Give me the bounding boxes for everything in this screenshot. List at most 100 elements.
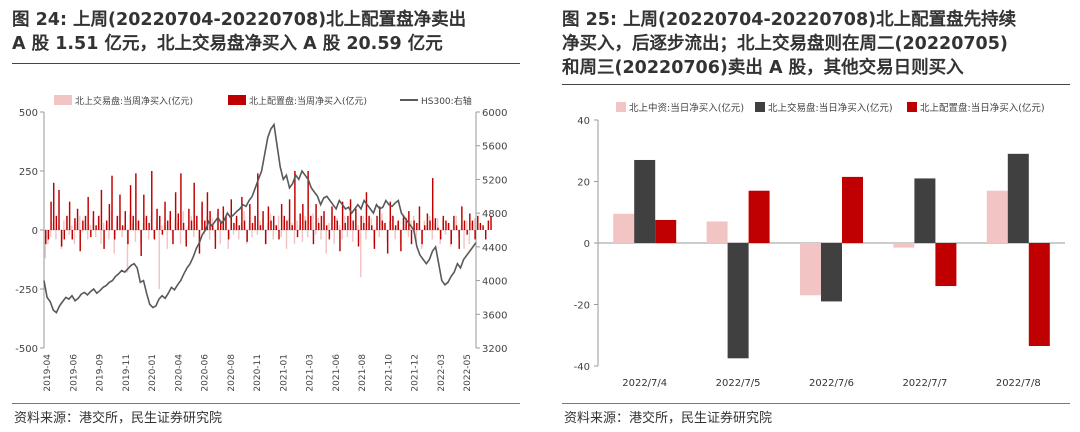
allocation-bar: [219, 220, 222, 230]
x-tick-label-4: 2020-01: [148, 354, 158, 392]
legend-label-0: 北上交易盘:当周净买入(亿元): [75, 95, 193, 107]
legend-label-2: HS300:右轴: [421, 95, 472, 107]
allocation-bar: [397, 220, 399, 230]
trading-bar: [333, 230, 335, 245]
allocation-bar: [331, 206, 333, 230]
trading-bar: [407, 230, 410, 238]
left-y-tick-label-0: 500: [19, 108, 38, 119]
x-tick-label-2: 2019-09: [96, 354, 106, 392]
y-tick-label-3: -20: [574, 301, 590, 312]
allocation-bar: [378, 206, 381, 230]
allocation-bar: [363, 222, 365, 230]
right-y-tick-label-1: 5600: [482, 142, 507, 153]
allocation-bar: [325, 225, 328, 230]
allocation-bar: [108, 204, 111, 230]
allocation-bar: [355, 208, 357, 230]
trading-bar: [232, 230, 235, 235]
allocation-bar: [352, 220, 354, 230]
allocation-bar: [84, 215, 87, 230]
x-tick-label-0: 2022/7/4: [622, 378, 667, 389]
allocation-bar: [209, 211, 211, 230]
x-tick-label-3: 2022/7/7: [902, 378, 947, 389]
allocation-bar: [272, 215, 275, 230]
right-y-tick-label-2: 5200: [482, 175, 507, 186]
legend-swatch-1: [228, 95, 246, 105]
right-y-tick-label-3: 4800: [482, 209, 507, 220]
trading-bar: [296, 220, 298, 230]
allocation-bar: [288, 199, 291, 230]
allocation-bar: [111, 175, 113, 230]
trading-bar: [238, 230, 240, 240]
allocation-bar: [145, 215, 148, 230]
trading-bar: [79, 215, 81, 230]
legend-swatch-0: [54, 95, 72, 105]
right-title-line-1: 图 25: 上周(20220704-20220708)北上配置盘先持续: [562, 10, 1017, 30]
trading-bar: [394, 230, 396, 240]
left-y-tick-label-4: -500: [15, 344, 38, 355]
allocation-bar: [479, 222, 482, 230]
trading-bar: [219, 230, 221, 245]
bar-0-0: [613, 213, 635, 243]
allocation-bar: [92, 211, 95, 230]
allocation-bar: [453, 215, 455, 230]
allocation-bar: [243, 220, 246, 230]
allocation-bar: [246, 230, 248, 242]
allocation-bar: [82, 220, 84, 230]
allocation-bar: [323, 211, 325, 230]
trading-bar: [301, 230, 304, 242]
right-y-tick-label-6: 3600: [482, 310, 507, 321]
trading-bar: [285, 230, 288, 249]
trading-bar: [352, 230, 354, 242]
allocation-bar: [304, 220, 307, 230]
allocation-bar: [384, 222, 386, 230]
allocation-bar: [47, 230, 50, 240]
trading-bar: [293, 230, 296, 245]
allocation-bar: [172, 230, 174, 245]
bar-0-2: [800, 243, 821, 296]
allocation-bar: [299, 213, 301, 230]
allocation-bar: [105, 220, 108, 230]
x-tick-label-13: 2021-10: [384, 354, 394, 392]
allocation-bar: [148, 222, 150, 230]
trading-bar: [280, 230, 282, 238]
x-tick-label-0: 2019-04: [43, 354, 53, 392]
trading-bar: [113, 230, 115, 254]
left-y-tick-label-3: -250: [15, 285, 38, 296]
allocation-bar: [174, 192, 177, 230]
trading-bar: [415, 230, 418, 242]
allocation-bar: [212, 225, 214, 230]
trading-bar: [306, 230, 309, 238]
allocation-bar: [405, 218, 407, 230]
right-y-tick-label-7: 3200: [482, 344, 507, 355]
allocation-bar: [63, 230, 66, 240]
allocation-bar: [45, 230, 47, 245]
allocation-bar: [307, 171, 309, 230]
x-tick-label-16: 2022-05: [463, 354, 473, 392]
x-tick-label-1: 2022/7/5: [716, 378, 761, 389]
allocation-bar: [294, 171, 296, 230]
trading-bar: [108, 230, 110, 240]
allocation-bar: [188, 208, 190, 230]
trading-bar: [338, 225, 341, 230]
allocation-bar: [267, 206, 270, 230]
legend-label-1: 北上配置盘:当周净买入(亿元): [249, 95, 367, 107]
allocation-bar: [121, 225, 124, 230]
allocation-bar: [227, 230, 230, 240]
allocation-bar: [74, 218, 76, 230]
trading-bar: [121, 230, 123, 238]
trading-bar: [251, 230, 253, 238]
allocation-bar: [315, 204, 317, 230]
allocation-bar: [251, 222, 254, 230]
allocation-bar: [341, 201, 344, 230]
allocation-bar: [458, 230, 460, 249]
allocation-bar: [143, 194, 145, 230]
allocation-bar: [100, 189, 103, 230]
allocation-bar: [68, 201, 71, 230]
legend-swatch-0: [616, 102, 626, 112]
allocation-bar: [254, 215, 256, 230]
trading-bar: [359, 230, 362, 278]
allocation-bar: [161, 230, 164, 235]
allocation-bar: [429, 220, 431, 230]
trading-bar: [68, 230, 70, 235]
trading-bar: [277, 215, 280, 230]
